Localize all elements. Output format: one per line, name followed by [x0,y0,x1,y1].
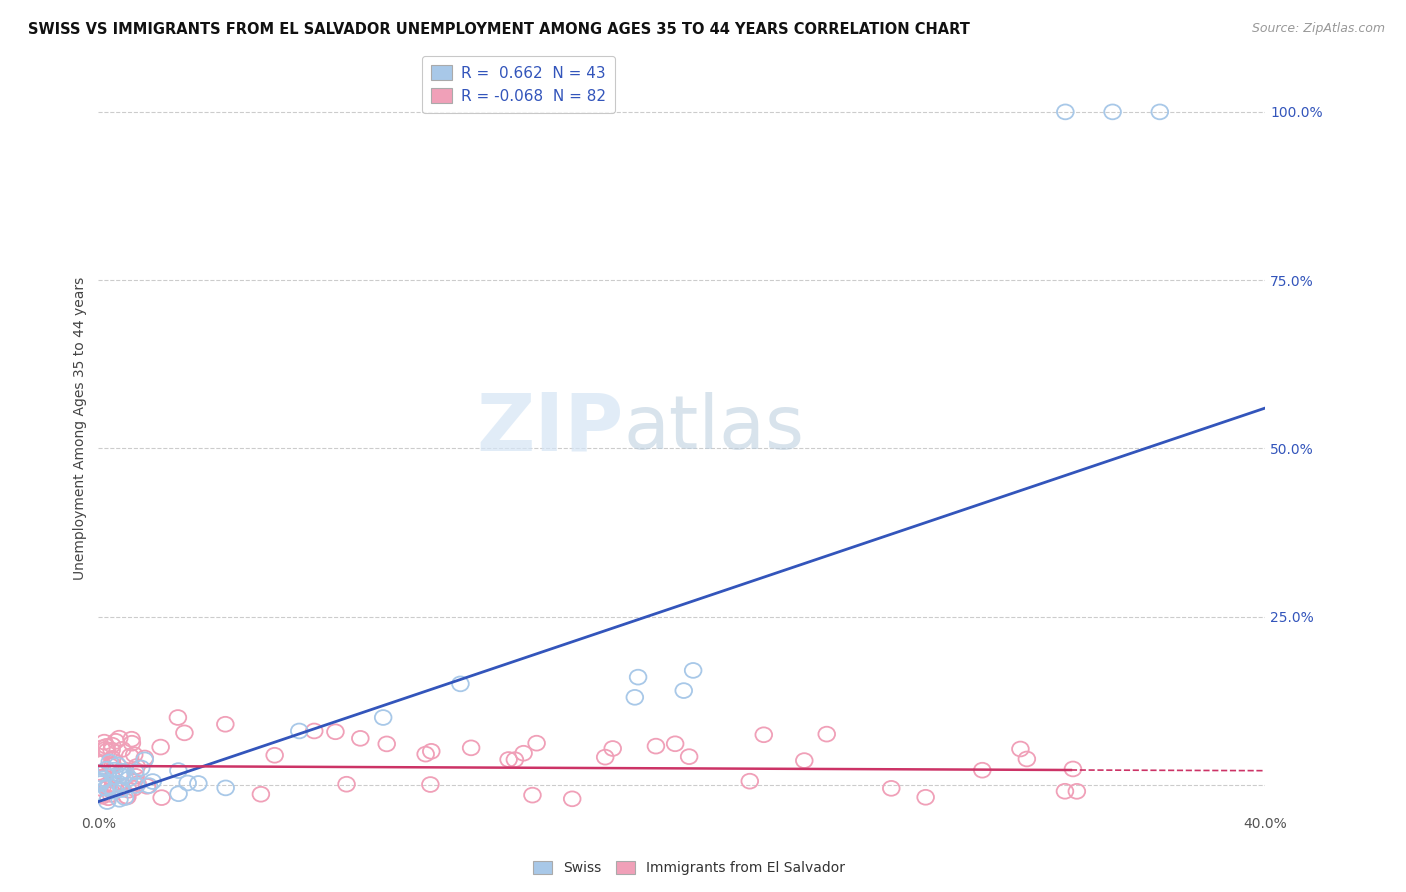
Text: SWISS VS IMMIGRANTS FROM EL SALVADOR UNEMPLOYMENT AMONG AGES 35 TO 44 YEARS CORR: SWISS VS IMMIGRANTS FROM EL SALVADOR UNE… [28,22,970,37]
Y-axis label: Unemployment Among Ages 35 to 44 years: Unemployment Among Ages 35 to 44 years [73,277,87,580]
Legend: Swiss, Immigrants from El Salvador: Swiss, Immigrants from El Salvador [527,855,851,880]
Text: Source: ZipAtlas.com: Source: ZipAtlas.com [1251,22,1385,36]
Text: ZIP: ZIP [477,389,623,467]
Legend: R =  0.662  N = 43, R = -0.068  N = 82: R = 0.662 N = 43, R = -0.068 N = 82 [422,56,616,113]
Text: atlas: atlas [623,392,804,465]
